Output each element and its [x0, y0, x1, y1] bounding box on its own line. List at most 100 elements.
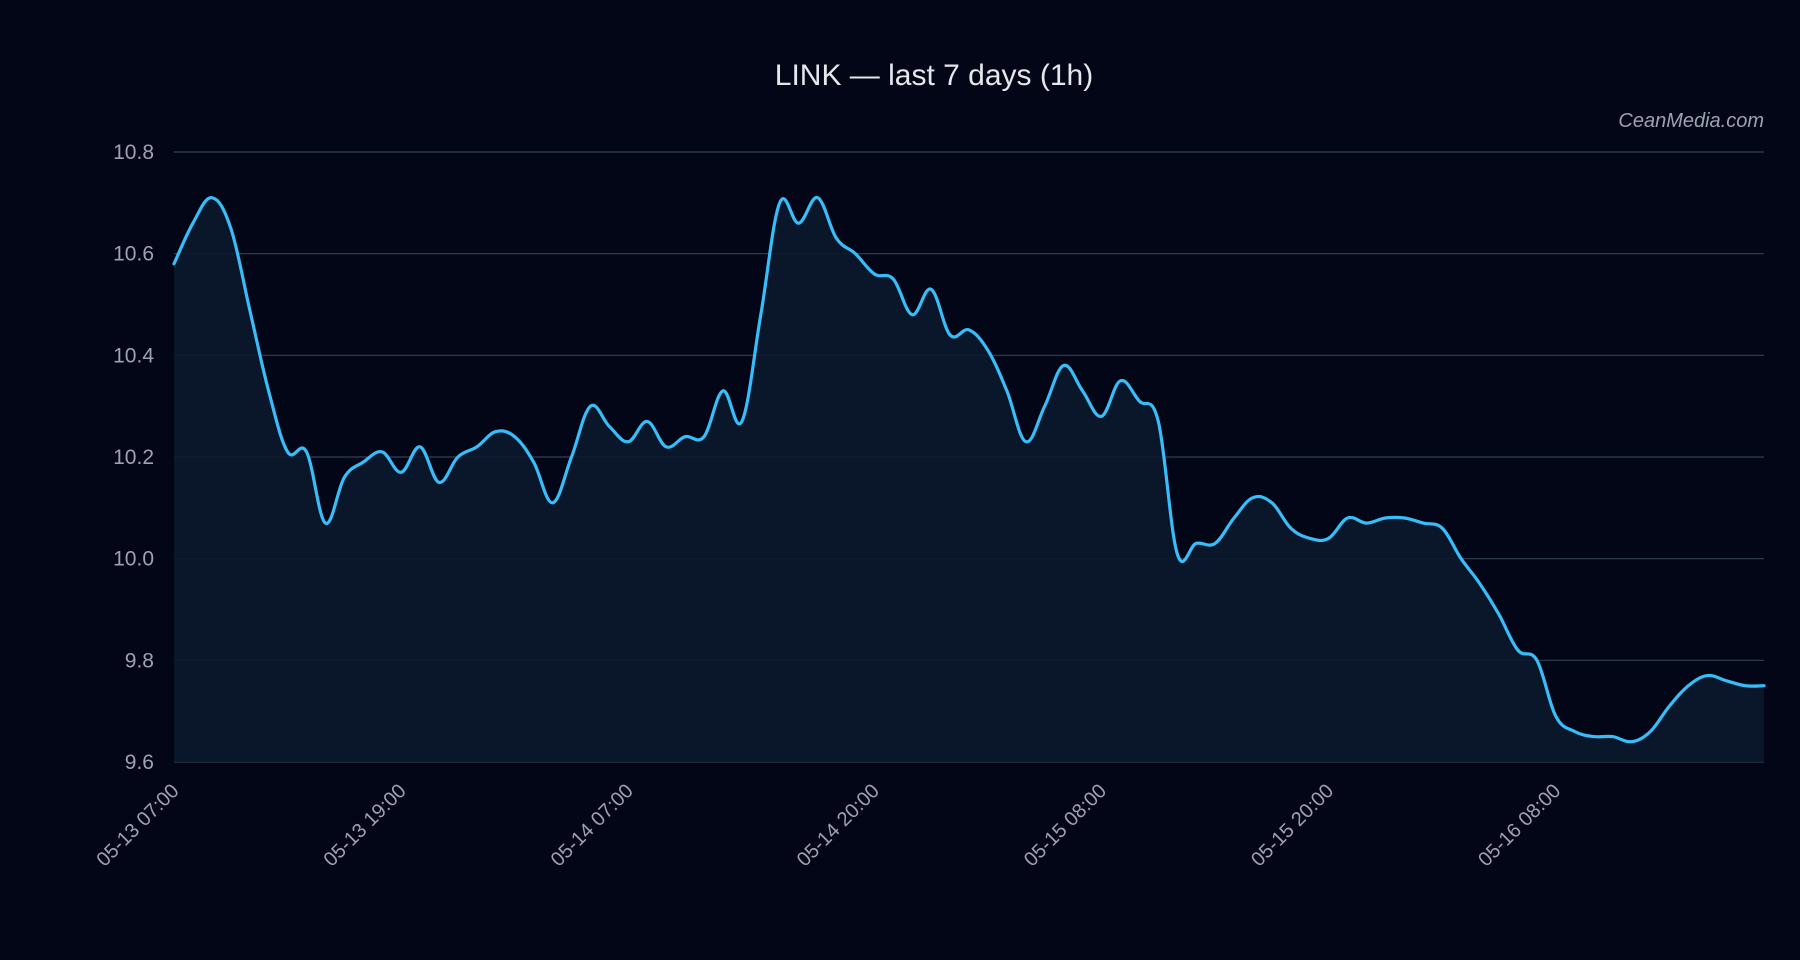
x-tick-label: 05-15 20:00	[1247, 780, 1338, 871]
data-point	[569, 455, 574, 460]
y-tick-label: 9.8	[125, 649, 154, 672]
data-point	[1118, 378, 1123, 383]
series-area-fill	[174, 197, 1764, 762]
x-tick-label: 05-14 20:00	[793, 780, 884, 871]
data-point	[872, 272, 877, 277]
x-tick-label: 05-13 19:00	[320, 780, 411, 871]
data-point	[1345, 516, 1350, 521]
data-point	[1250, 495, 1255, 500]
data-point	[1743, 683, 1748, 688]
data-point	[1042, 404, 1047, 409]
data-point	[1686, 683, 1691, 688]
data-point	[1421, 521, 1426, 526]
data-point	[1534, 658, 1539, 663]
data-point	[1459, 556, 1464, 561]
y-tick-label: 10.4	[113, 344, 154, 367]
data-point	[796, 221, 801, 226]
data-point	[777, 200, 782, 205]
data-point	[342, 475, 347, 480]
data-point	[418, 444, 423, 449]
y-tick-label: 10.6	[113, 243, 154, 266]
data-point	[929, 287, 934, 292]
data-point	[948, 333, 953, 338]
data-point	[1402, 516, 1407, 521]
watermark: CeanMedia.com	[1618, 110, 1764, 132]
data-point	[967, 327, 972, 332]
data-point	[550, 500, 555, 505]
data-point	[815, 195, 820, 200]
data-point	[228, 226, 233, 231]
data-point	[304, 449, 309, 454]
data-point	[891, 277, 896, 282]
data-point	[1572, 729, 1577, 734]
data-point	[190, 221, 195, 226]
data-point	[1232, 516, 1237, 521]
y-tick-label: 10.0	[113, 548, 154, 571]
data-point	[702, 434, 707, 439]
data-point	[607, 424, 612, 429]
data-point	[474, 444, 479, 449]
data-point	[1610, 734, 1615, 739]
data-point	[626, 439, 631, 444]
data-point	[1383, 516, 1388, 521]
data-point	[247, 307, 252, 312]
x-axis-ticks: 05-13 07:00 05-13 19:00 05-14 07:00 05-14 2…	[92, 780, 1565, 871]
data-point	[399, 470, 404, 475]
data-point	[1137, 399, 1142, 404]
y-tick-label: 10.2	[113, 446, 154, 469]
data-point	[1213, 541, 1218, 546]
y-tick-label: 10.8	[113, 141, 154, 164]
data-point	[1667, 704, 1672, 709]
data-point	[1061, 363, 1066, 368]
data-point	[455, 455, 460, 460]
data-point	[1023, 439, 1028, 444]
data-point	[1364, 521, 1369, 526]
data-point	[361, 460, 366, 465]
data-point	[323, 521, 328, 526]
data-point	[1705, 673, 1710, 678]
data-point	[1269, 500, 1274, 505]
x-tick-label: 05-15 08:00	[1020, 780, 1111, 871]
data-point	[266, 388, 271, 393]
data-point	[834, 236, 839, 241]
series-layer	[172, 195, 1767, 762]
data-point	[1591, 734, 1596, 739]
x-tick-label: 05-14 07:00	[547, 780, 638, 871]
data-point	[1629, 739, 1634, 744]
data-point	[739, 419, 744, 424]
data-point	[1553, 714, 1558, 719]
chart-title: LINK — last 7 days (1h)	[775, 59, 1093, 92]
data-point	[172, 261, 177, 266]
y-axis-ticks: 9.6 9.8 10.0 10.2 10.4 10.6 10.8	[113, 141, 154, 774]
data-point	[853, 251, 858, 256]
data-point	[1175, 551, 1180, 556]
data-point	[985, 348, 990, 353]
data-point	[437, 480, 442, 485]
data-point	[588, 404, 593, 409]
data-point	[1326, 536, 1331, 541]
data-point	[1288, 526, 1293, 531]
data-point	[1099, 414, 1104, 419]
data-point	[209, 195, 214, 200]
data-point	[1762, 683, 1767, 688]
data-point	[720, 388, 725, 393]
data-point	[1724, 678, 1729, 683]
data-point	[1194, 541, 1199, 546]
data-point	[1497, 612, 1502, 617]
data-point	[380, 449, 385, 454]
series-line	[172, 196, 1766, 744]
data-point	[493, 429, 498, 434]
x-tick-label: 05-13 07:00	[92, 780, 183, 871]
data-point	[1515, 648, 1520, 653]
data-point	[1440, 526, 1445, 531]
data-point	[1004, 388, 1009, 393]
y-tick-label: 9.6	[125, 751, 154, 774]
data-point	[910, 312, 915, 317]
data-point	[1080, 388, 1085, 393]
x-tick-label: 05-16 08:00	[1474, 780, 1565, 871]
data-point	[1156, 419, 1161, 424]
data-point	[758, 312, 763, 317]
data-point	[512, 434, 517, 439]
